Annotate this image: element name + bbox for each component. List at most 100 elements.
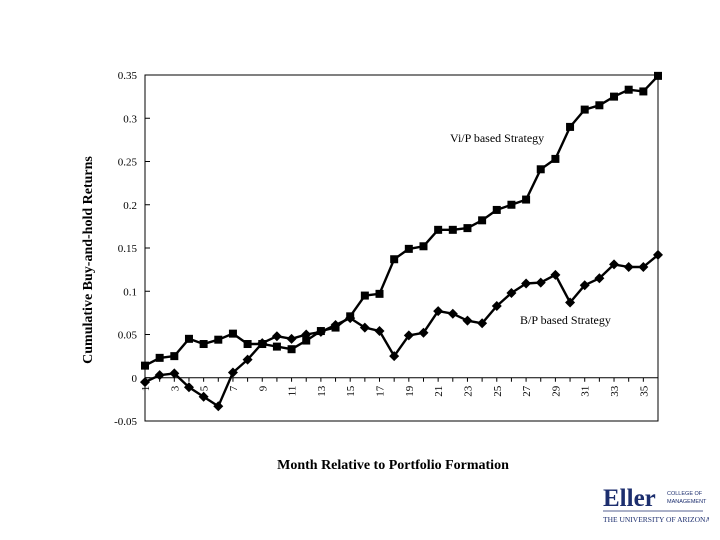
y-axis-title: Cumulative Buy-and-hold Returns [81,156,96,364]
data-point-square [184,334,193,343]
x-tick-label: 11 [287,386,299,397]
data-point-square [434,225,443,234]
x-tick-label: 33 [609,385,621,397]
x-tick-label: 25 [492,385,504,397]
plot-frame [144,74,659,422]
data-point-diamond [345,313,356,324]
series-layer [140,71,663,412]
data-point-diamond [565,297,576,308]
x-tick-label: 23 [462,385,474,397]
series-label-bp: B/P based Strategy [520,313,611,327]
series-line-1 [144,253,659,408]
data-point-diamond [653,249,663,260]
data-point-diamond [638,262,649,273]
data-point-diamond [257,338,268,349]
data-point-square [287,345,296,354]
data-point-diamond [140,377,150,388]
y-tick-label: 0.25 [118,157,138,169]
x-tick-label: 1 [140,386,152,392]
data-point-diamond [462,315,473,326]
data-point-square [551,154,560,163]
y-tick-label: 0.35 [118,70,138,82]
data-point-square [141,361,149,370]
data-point-square [507,200,516,209]
y-axis: -0.05 0 0.05 0.1 0.15 0.2 0.25 0.3 0.35 [114,70,658,428]
y-tick-label: 0 [132,373,138,385]
x-axis: 1 3 5 7 9 11 13 15 17 19 21 23 25 27 29 31 33 35 [140,377,659,397]
data-point-square [272,342,281,351]
data-point-diamond [315,326,326,337]
data-point-diamond [374,326,385,337]
logo-line2: MANAGEMENT [667,499,707,505]
data-point-square [448,225,457,234]
logo-sub-text: THE UNIVERSITY OF ARIZONA [603,515,709,524]
data-point-diamond [506,287,517,298]
data-point-square [580,105,589,114]
data-point-square [360,291,369,300]
data-point-diamond [169,368,180,379]
x-tick-label: 13 [316,385,328,397]
logo-main-text: Eller [603,485,656,512]
data-point-square [170,352,179,361]
data-point-diamond [403,330,414,341]
data-point-square [595,101,604,110]
x-tick-label: 31 [580,386,592,397]
data-point-diamond [535,277,546,288]
data-point-square [228,329,237,338]
data-point-square [199,340,208,349]
data-point-diamond [447,308,458,319]
y-tick-label: 0.15 [118,243,138,255]
data-point-diamond [213,401,224,412]
logo-line1: COLLEGE OF [667,491,703,497]
data-point-diamond [183,382,194,393]
data-point-square [566,122,575,131]
data-point-square [522,195,531,204]
x-tick-label: 3 [169,385,181,391]
data-point-square [478,216,487,225]
y-tick-label: 0.1 [123,286,137,298]
data-point-diamond [359,322,370,333]
y-tick-label: 0.3 [123,113,137,125]
data-point-square [214,335,223,344]
data-point-diamond [609,259,620,270]
x-tick-label: 19 [404,385,416,397]
data-point-square [639,87,648,96]
data-point-diamond [550,269,561,280]
eller-logo: Eller COLLEGE OF MANAGEMENT THE UNIVERSI… [603,485,709,524]
x-tick-label: 5 [199,385,211,391]
data-point-diamond [389,351,400,362]
data-point-square [390,255,399,264]
data-point-square [492,205,501,214]
data-point-diamond [594,273,605,284]
y-tick-label: -0.05 [114,416,137,428]
x-tick-label: 17 [375,385,387,397]
data-point-diamond [491,300,502,311]
data-point-diamond [521,278,532,289]
x-tick-label: 27 [521,385,533,397]
data-point-square [302,336,311,345]
y-tick-label: 0.2 [123,200,137,212]
data-point-diamond [286,333,297,344]
data-point-square [536,165,545,174]
data-point-diamond [227,367,238,378]
data-point-square [155,353,164,362]
data-point-square [463,224,472,233]
y-tick-label: 0.05 [118,330,138,342]
data-point-square [610,92,619,101]
data-point-square [375,289,384,298]
data-point-diamond [330,319,341,330]
series-label-vip: Vi/P based Strategy [450,131,544,145]
data-point-diamond [623,262,634,273]
data-point-diamond [271,331,282,342]
data-point-square [654,71,662,80]
data-point-square [404,244,413,253]
data-point-diamond [418,327,429,338]
data-point-diamond [477,318,488,329]
data-point-diamond [242,354,253,365]
data-point-diamond [301,329,312,340]
x-tick-label: 7 [228,385,240,391]
data-point-diamond [154,370,165,381]
x-tick-label: 35 [638,385,650,397]
x-axis-title: Month Relative to Portfolio Formation [277,458,509,473]
